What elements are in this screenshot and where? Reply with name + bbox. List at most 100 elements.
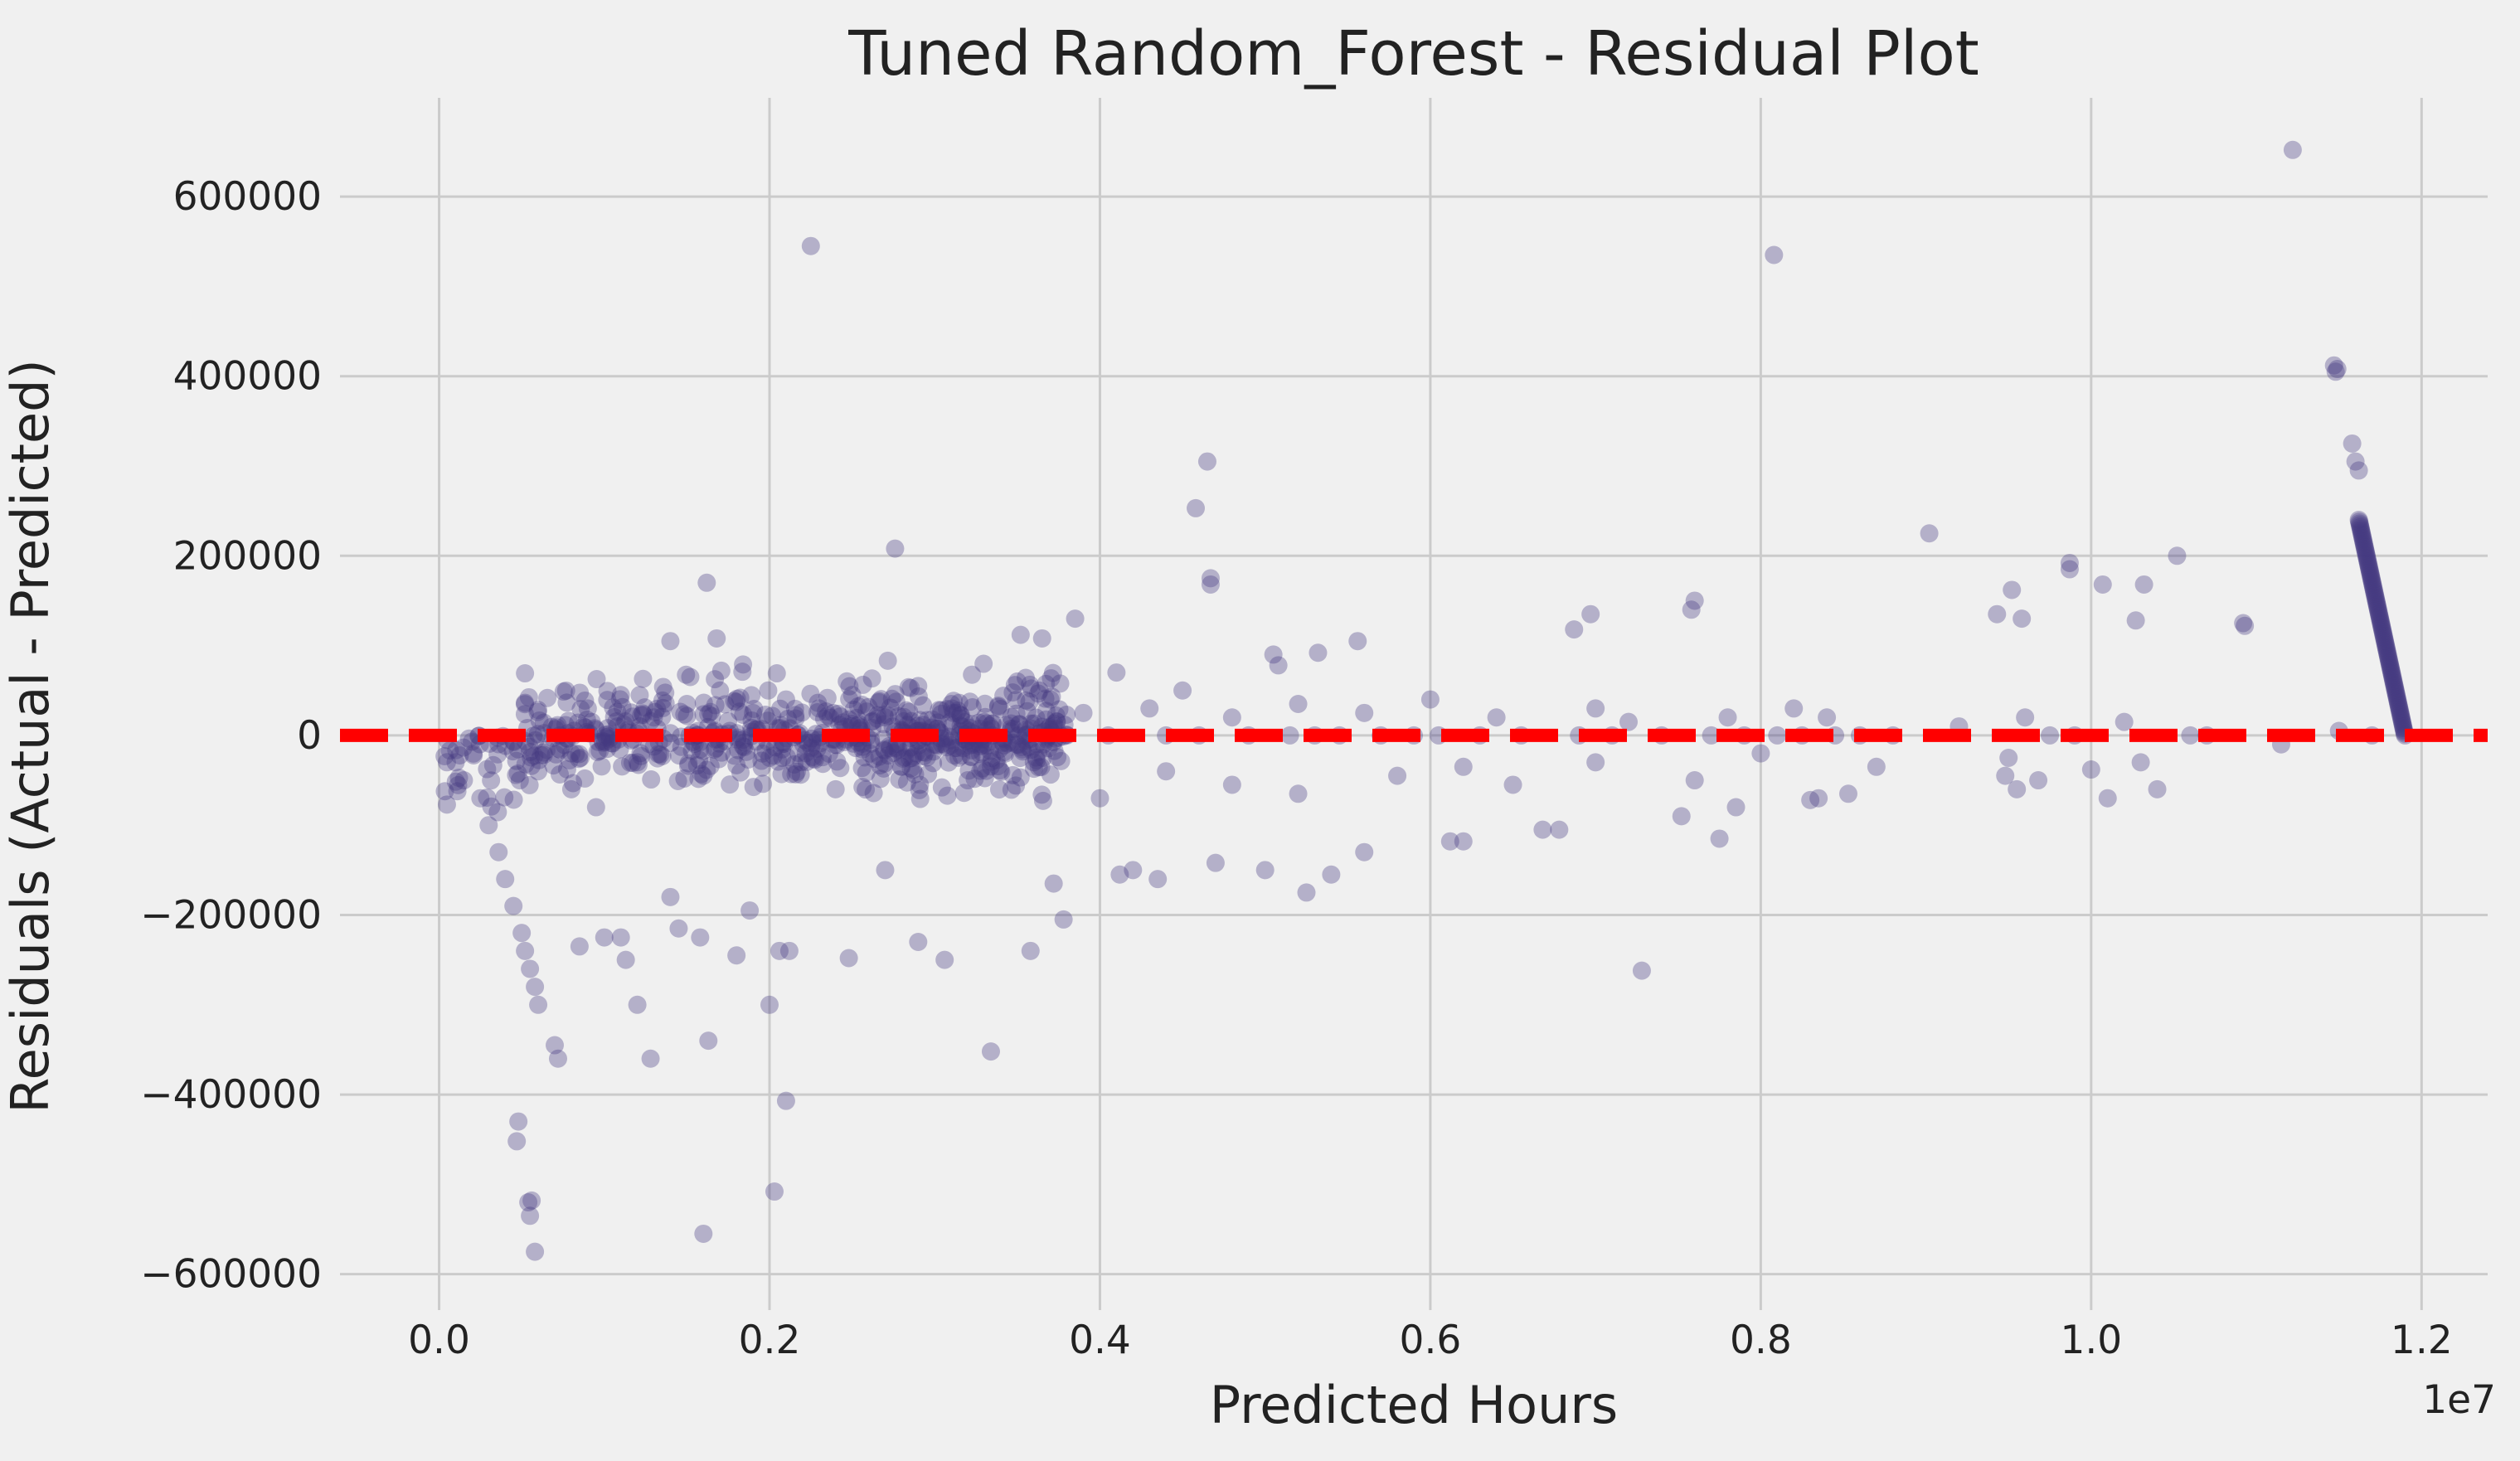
data-point bbox=[2386, 679, 2405, 698]
data-point bbox=[865, 750, 884, 769]
data-point bbox=[731, 688, 750, 707]
data-point bbox=[1032, 629, 1051, 648]
data-point bbox=[1011, 768, 1030, 787]
y-tick-label: 200000 bbox=[173, 533, 322, 579]
data-point bbox=[1201, 575, 1220, 594]
data-point bbox=[2372, 619, 2391, 638]
data-point bbox=[642, 770, 661, 789]
data-point bbox=[935, 950, 954, 969]
data-point bbox=[763, 706, 782, 726]
data-point bbox=[2098, 789, 2117, 808]
data-point bbox=[839, 949, 858, 968]
data-point bbox=[959, 771, 978, 790]
data-point bbox=[689, 769, 708, 789]
data-point bbox=[878, 746, 897, 765]
data-point bbox=[2388, 693, 2407, 712]
x-tick-label: 0.2 bbox=[739, 1318, 801, 1363]
data-point bbox=[2358, 554, 2377, 573]
data-point bbox=[588, 742, 607, 761]
data-point bbox=[759, 711, 778, 730]
data-point bbox=[440, 741, 459, 760]
data-point bbox=[1197, 452, 1216, 471]
data-point bbox=[520, 775, 539, 794]
data-point bbox=[1003, 683, 1022, 702]
data-point bbox=[551, 764, 570, 784]
data-point bbox=[2358, 552, 2377, 571]
data-point bbox=[1206, 853, 1225, 872]
data-point bbox=[489, 842, 508, 862]
data-point bbox=[875, 754, 894, 773]
data-point bbox=[802, 738, 821, 757]
data-point bbox=[528, 725, 547, 744]
data-point bbox=[598, 719, 617, 738]
data-point bbox=[587, 670, 606, 689]
data-point bbox=[1008, 726, 1027, 745]
data-point bbox=[897, 741, 916, 760]
data-point bbox=[1002, 780, 1021, 799]
data-point bbox=[633, 704, 652, 723]
data-point bbox=[496, 870, 515, 889]
data-point bbox=[1124, 861, 1143, 880]
data-point bbox=[530, 711, 549, 730]
data-point bbox=[634, 706, 653, 725]
data-point bbox=[892, 757, 911, 776]
data-point bbox=[1632, 961, 1651, 980]
data-point bbox=[515, 695, 534, 714]
data-point bbox=[2386, 681, 2405, 700]
data-point bbox=[1034, 748, 1053, 767]
data-point bbox=[2380, 653, 2399, 672]
data-point bbox=[893, 749, 912, 768]
data-point bbox=[2131, 753, 2150, 772]
data-point bbox=[900, 749, 919, 768]
data-point bbox=[977, 761, 996, 780]
data-point bbox=[630, 686, 649, 705]
data-point bbox=[2374, 626, 2393, 645]
data-point bbox=[595, 732, 614, 751]
data-point bbox=[2350, 514, 2369, 533]
data-point bbox=[709, 750, 728, 769]
data-point bbox=[2362, 572, 2382, 591]
data-point bbox=[707, 629, 726, 648]
data-point bbox=[622, 703, 641, 722]
data-point bbox=[808, 739, 827, 758]
data-point bbox=[2365, 583, 2384, 602]
data-point bbox=[632, 706, 651, 725]
data-point bbox=[1050, 700, 1069, 719]
data-point bbox=[2328, 360, 2347, 379]
data-point bbox=[435, 746, 454, 765]
data-point bbox=[802, 729, 821, 748]
data-point bbox=[983, 714, 1002, 733]
data-point bbox=[669, 746, 688, 765]
data-point bbox=[792, 753, 811, 772]
data-point bbox=[734, 655, 753, 674]
data-point bbox=[796, 744, 815, 763]
data-point bbox=[1012, 740, 1032, 759]
data-point bbox=[949, 748, 968, 767]
data-point bbox=[2081, 760, 2100, 779]
data-point bbox=[503, 742, 522, 761]
data-point bbox=[1007, 691, 1026, 710]
data-point bbox=[2351, 516, 2370, 535]
data-point bbox=[1269, 656, 1288, 675]
data-point bbox=[2361, 563, 2380, 582]
data-point bbox=[901, 711, 920, 730]
data-point bbox=[886, 685, 905, 704]
data-point bbox=[785, 755, 804, 774]
data-point bbox=[996, 744, 1015, 763]
data-point bbox=[917, 748, 936, 767]
data-point bbox=[776, 690, 795, 709]
data-point bbox=[611, 686, 630, 705]
data-point bbox=[915, 743, 935, 762]
data-point bbox=[973, 743, 992, 762]
data-point bbox=[661, 724, 680, 743]
data-point bbox=[598, 682, 617, 701]
data-point bbox=[737, 742, 756, 761]
data-point bbox=[521, 959, 540, 978]
data-point bbox=[2367, 594, 2386, 613]
data-point bbox=[2134, 575, 2153, 594]
data-point bbox=[867, 709, 886, 728]
data-point bbox=[692, 764, 711, 784]
data-point bbox=[952, 746, 971, 765]
data-point bbox=[1017, 701, 1037, 721]
data-point bbox=[901, 759, 920, 778]
